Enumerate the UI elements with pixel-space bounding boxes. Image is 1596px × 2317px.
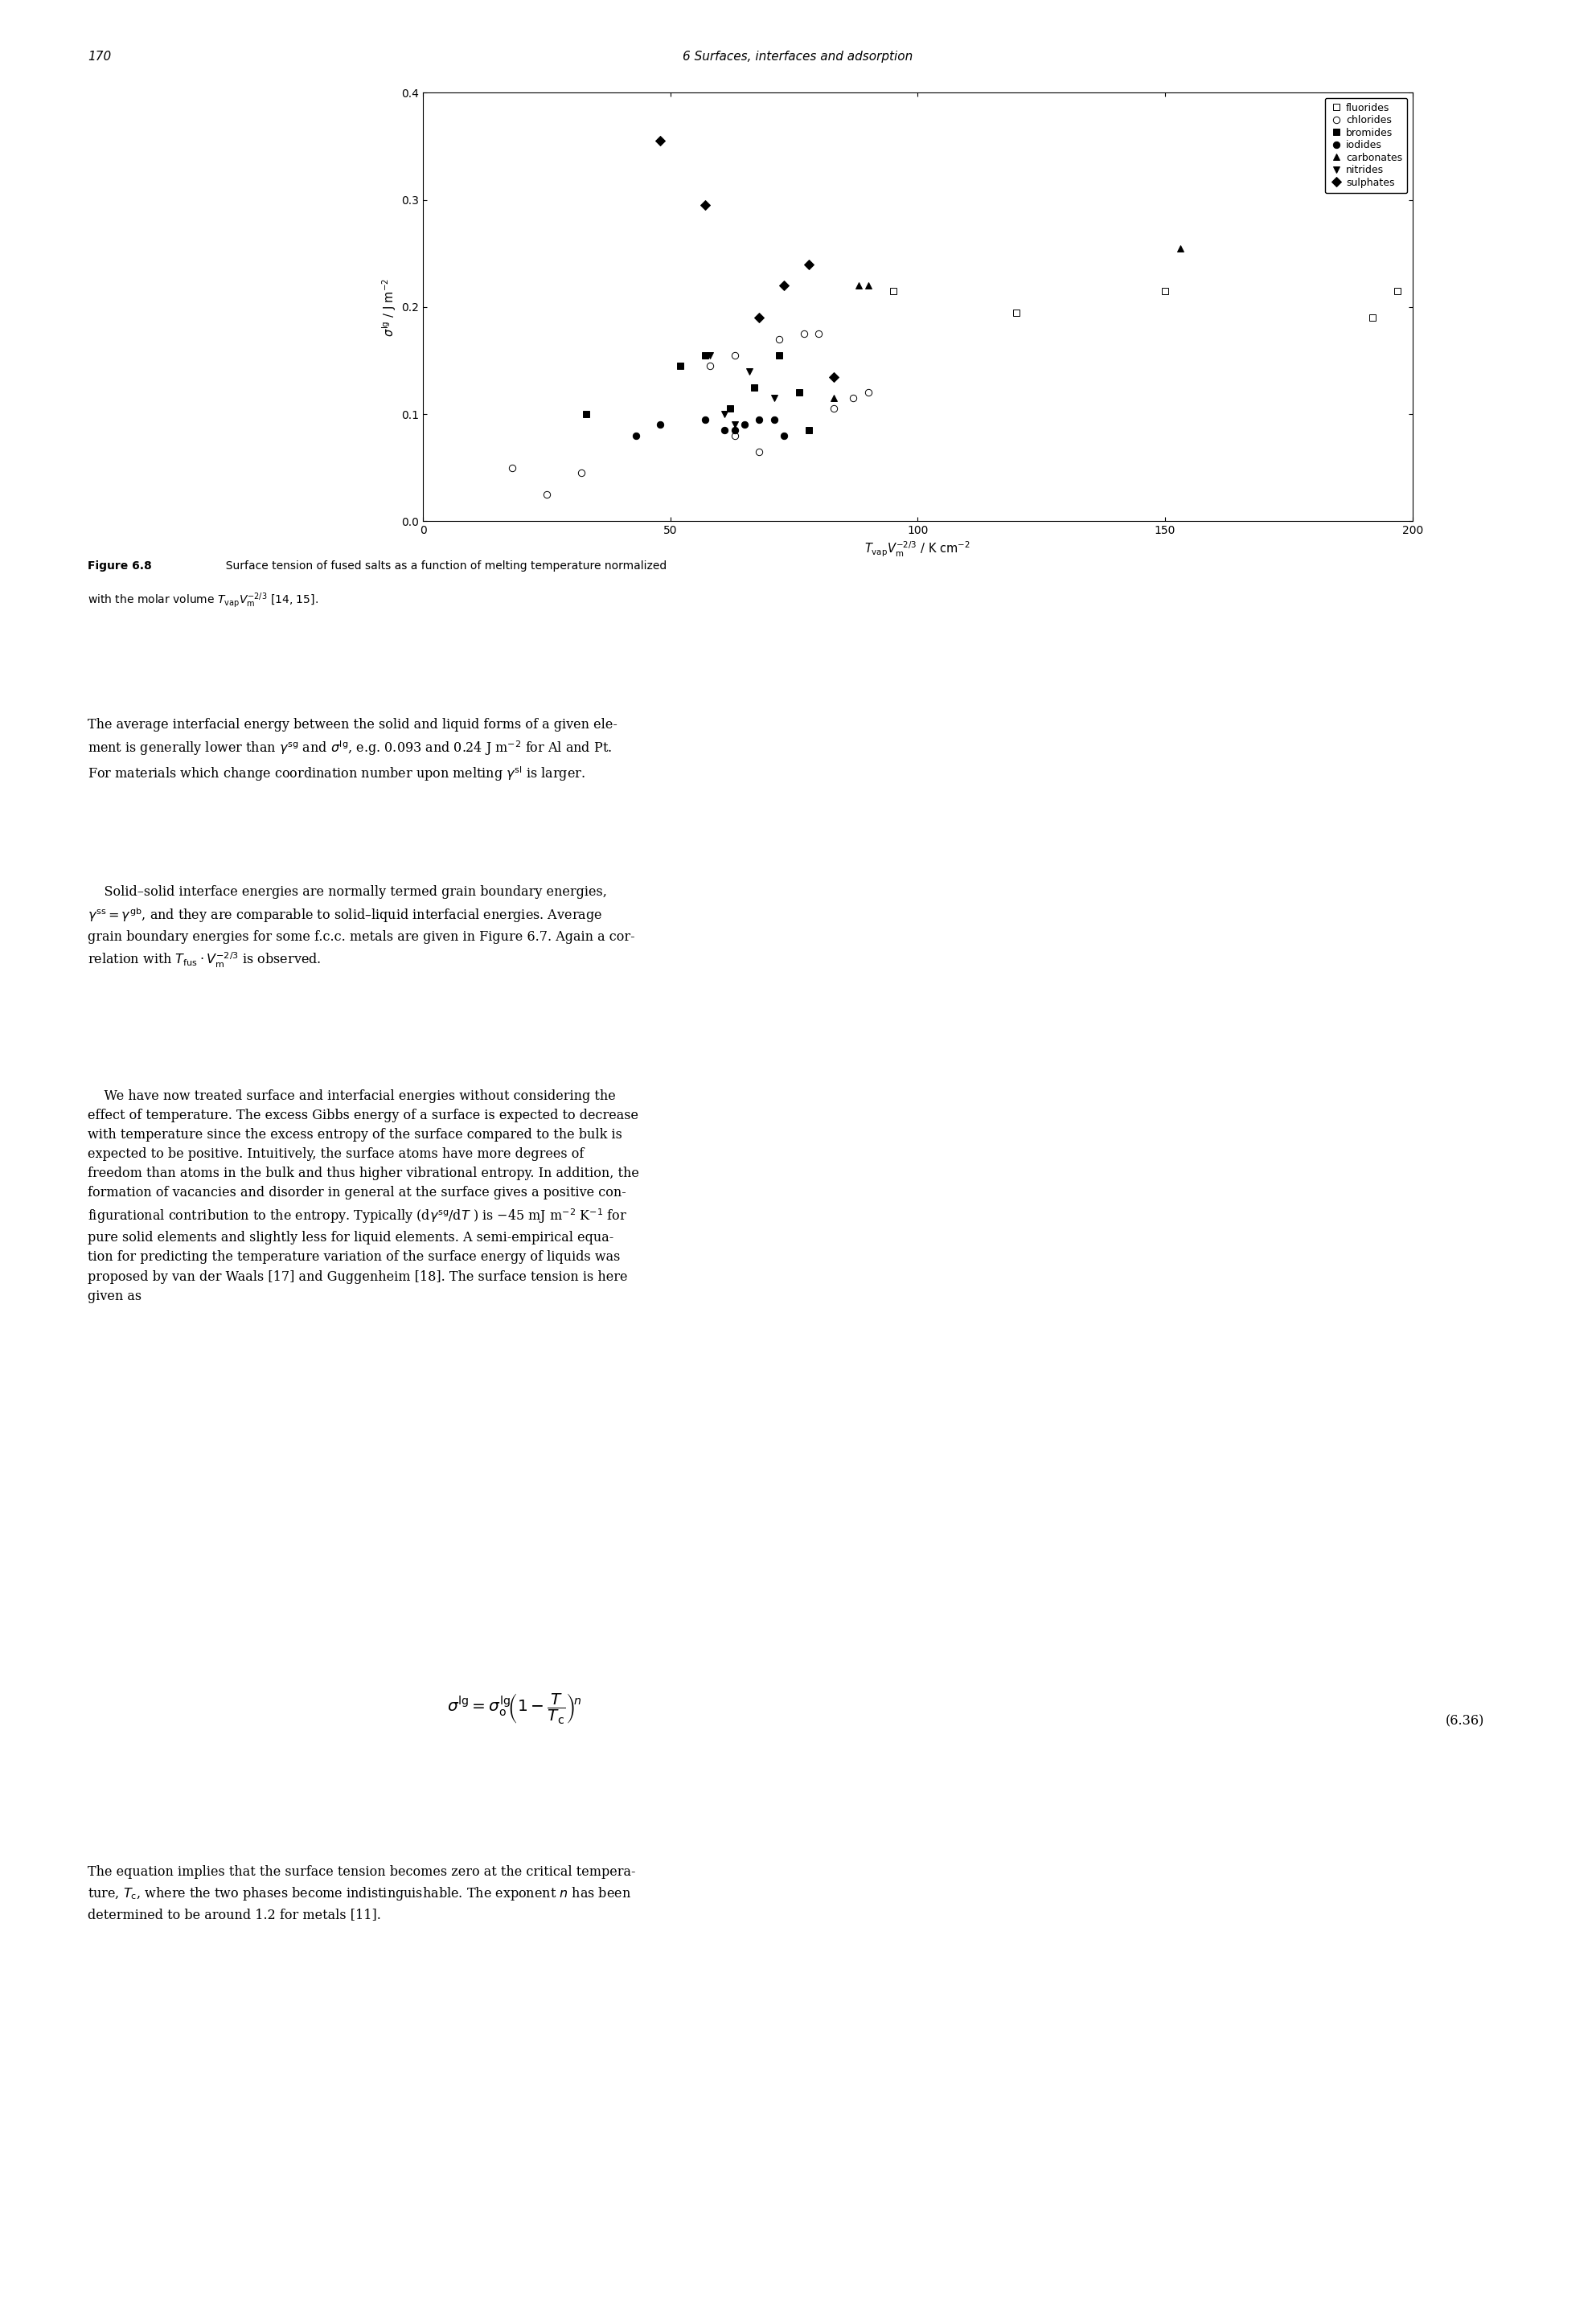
Y-axis label: $\sigma^{\rm lg}$ / J m$^{-2}$: $\sigma^{\rm lg}$ / J m$^{-2}$ (380, 278, 397, 336)
Text: with the molar volume $T_{\rm vap}V_{\rm m}^{-2/3}$ [14, 15].: with the molar volume $T_{\rm vap}V_{\rm… (88, 591, 319, 609)
Text: Solid–solid interface energies are normally termed grain boundary energies,
$\ga: Solid–solid interface energies are norma… (88, 885, 635, 971)
Legend: fluorides, chlorides, bromides, iodides, carbonates, nitrides, sulphates: fluorides, chlorides, bromides, iodides,… (1325, 97, 1408, 192)
Text: 6 Surfaces, interfaces and adsorption: 6 Surfaces, interfaces and adsorption (683, 51, 913, 63)
Text: Surface tension of fused salts as a function of melting temperature normalized: Surface tension of fused salts as a func… (219, 561, 667, 572)
Text: We have now treated surface and interfacial energies without considering the
eff: We have now treated surface and interfac… (88, 1089, 640, 1302)
Text: Figure 6.8: Figure 6.8 (88, 561, 152, 572)
Text: The equation implies that the surface tension becomes zero at the critical tempe: The equation implies that the surface te… (88, 1865, 635, 1921)
X-axis label: $T_{\rm vap}V_{\rm m}^{-2/3}$ / K cm$^{-2}$: $T_{\rm vap}V_{\rm m}^{-2/3}$ / K cm$^{-… (865, 540, 970, 558)
Text: (6.36): (6.36) (1446, 1715, 1484, 1728)
Text: $\sigma^{\rm lg} = \sigma_{\rm o}^{\rm lg}\!\left(1 - \dfrac{T}{T_{\rm c}}\right: $\sigma^{\rm lg} = \sigma_{\rm o}^{\rm l… (447, 1691, 583, 1726)
Text: The average interfacial energy between the solid and liquid forms of a given ele: The average interfacial energy between t… (88, 718, 618, 783)
Text: 170: 170 (88, 51, 112, 63)
